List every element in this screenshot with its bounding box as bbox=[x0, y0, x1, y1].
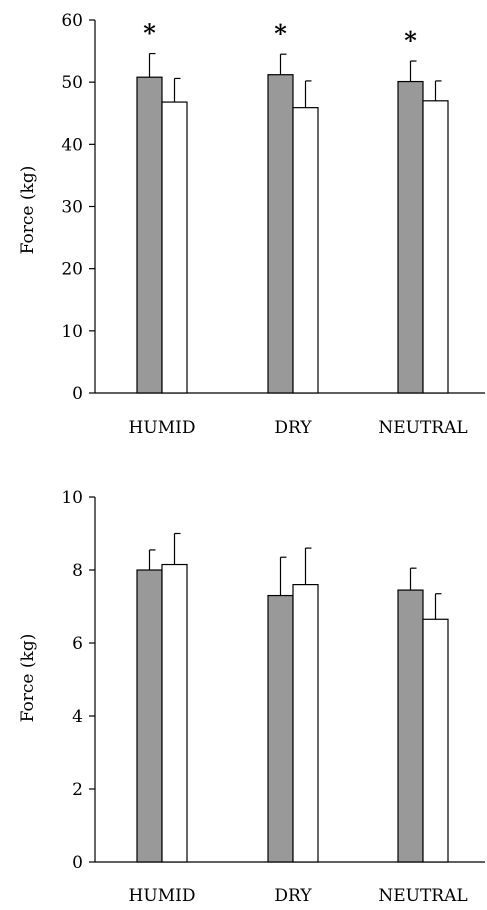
bar-humid-series-1 bbox=[136, 76, 163, 394]
y-tick-label: 20 bbox=[61, 260, 83, 280]
significance-marker: * bbox=[404, 26, 417, 55]
bar-neutral-series-1 bbox=[397, 80, 424, 394]
significance-marker: * bbox=[143, 19, 156, 48]
y-axis-label: Force (kg) bbox=[18, 634, 38, 723]
y-tick-label: 50 bbox=[61, 73, 83, 93]
y-tick-label: 40 bbox=[61, 135, 83, 155]
y-tick-label: 10 bbox=[61, 488, 83, 508]
bar-neutral-series-2 bbox=[422, 618, 449, 863]
y-tick-label: 2 bbox=[72, 780, 83, 800]
y-tick-label: 8 bbox=[72, 561, 83, 581]
category-label: NEUTRAL bbox=[378, 418, 467, 438]
y-tick-label: 10 bbox=[61, 322, 83, 342]
bar-dry-series-1 bbox=[267, 74, 294, 394]
category-label: HUMID bbox=[129, 418, 196, 438]
y-tick-label: 4 bbox=[72, 707, 83, 727]
y-tick-label: 6 bbox=[72, 634, 83, 654]
y-axis-label: Force (kg) bbox=[18, 166, 38, 255]
significance-marker: * bbox=[274, 19, 287, 48]
bar-humid-series-2 bbox=[161, 101, 188, 394]
bar-neutral-series-2 bbox=[422, 100, 449, 394]
bar-dry-series-2 bbox=[292, 107, 319, 394]
y-tick-label: 0 bbox=[72, 853, 83, 873]
bar-humid-series-2 bbox=[161, 563, 188, 863]
category-label: DRY bbox=[274, 886, 312, 906]
category-label: HUMID bbox=[129, 886, 196, 906]
category-label: NEUTRAL bbox=[378, 886, 467, 906]
chart-panel-1: 0 10 20 30 40 50 60 Force (kg) HUMID * DRY * NEUTRAL… bbox=[18, 11, 485, 438]
bar-dry-series-2 bbox=[292, 583, 319, 863]
category-label: DRY bbox=[274, 418, 312, 438]
bar-neutral-series-1 bbox=[397, 589, 424, 863]
y-tick-label: 0 bbox=[72, 384, 83, 404]
bar-humid-series-1 bbox=[136, 569, 163, 863]
chart-panel-2: 0 2 4 6 8 10 Force (kg) HUMID DRY NEUTRAL bbox=[18, 488, 485, 906]
y-tick-label: 60 bbox=[61, 11, 83, 31]
y-tick-label: 30 bbox=[61, 198, 83, 218]
bar-dry-series-1 bbox=[267, 594, 294, 863]
